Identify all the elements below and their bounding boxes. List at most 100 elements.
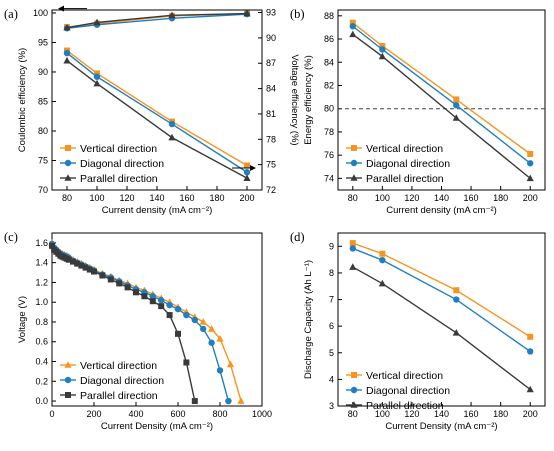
data-point [158, 303, 165, 310]
data-point [168, 11, 176, 19]
data-point [349, 263, 357, 270]
data-point [379, 256, 386, 264]
y-tick-label: 74 [324, 173, 334, 183]
y-tick-label: 84 [324, 57, 334, 67]
x-tick-label: 180 [493, 409, 508, 419]
data-point [141, 293, 148, 300]
legend-item-vertical: Vertical direction [346, 143, 443, 155]
y-tick-label: 8 [329, 268, 334, 278]
data-point [74, 260, 81, 267]
x-tick-label: 400 [128, 409, 143, 419]
series-parallel [349, 263, 534, 393]
x-tick-label: 200 [86, 409, 101, 419]
chart-panel-b: (b) 80 100 120 140 160 180 200 74 76 78 80 82 84 86 88 C… [290, 7, 546, 216]
y-tick-label: 86 [324, 34, 334, 44]
x-tick-label: 160 [464, 193, 479, 203]
y-right-tick-label: 72 [266, 185, 276, 195]
data-point [133, 289, 139, 296]
y-right-tick-label: 93 [266, 8, 276, 18]
legend-item-vertical: Vertical direction [346, 370, 443, 382]
legend-label: Diagonal direction [366, 158, 450, 170]
x-tick-label: 100 [89, 193, 104, 203]
data-point [99, 272, 106, 279]
data-point [378, 52, 386, 60]
data-point [200, 325, 207, 333]
series-vertical [349, 19, 534, 157]
data-point [527, 333, 534, 340]
x-axis-label: Current Density (mA cm⁻²) [385, 421, 497, 432]
legend-label: Parallel direction [80, 390, 158, 402]
y-tick-label: 1.0 [35, 297, 48, 307]
x-tick-label: 0 [49, 409, 54, 419]
x-tick-label: 100 [375, 193, 390, 203]
series-line [66, 12, 248, 29]
legend-marker [350, 159, 358, 167]
data-point [191, 316, 198, 324]
y-right-axis-label: Voltage efficiency (%) [289, 54, 300, 145]
legend-item-parallel: Parallel direction [60, 390, 158, 402]
data-point [244, 162, 250, 169]
data-point [116, 280, 123, 287]
data-point [93, 18, 101, 26]
data-point [93, 79, 101, 87]
chart-panel-c: (c) 0 200 400 600 800 1000 0.0 0.2 0.4 0.6 0.8 1.0 1.… [4, 230, 272, 432]
legend-marker [64, 174, 72, 181]
panel-label: (d) [290, 230, 305, 244]
data-point [158, 297, 165, 304]
legend-marker [64, 376, 72, 384]
y-tick-label: 70 [38, 185, 48, 195]
series-line [66, 50, 248, 167]
y-axis-label: Coulombic efficiency (%) [17, 48, 28, 152]
legend-item-vertical: Vertical direction [60, 360, 157, 372]
data-point [86, 266, 93, 273]
y-right-tick-label: 78 [266, 134, 276, 144]
data-point [191, 398, 198, 405]
data-point [349, 30, 357, 38]
legend-marker [351, 145, 357, 151]
legend-marker [350, 174, 358, 181]
y-tick-label: 4 [329, 374, 334, 384]
data-point [527, 160, 534, 167]
data-point [168, 120, 176, 128]
data-point [63, 56, 71, 64]
y-right-tick-label: 75 [266, 160, 276, 170]
y-tick-label: 80 [38, 126, 48, 136]
data-point [107, 276, 114, 283]
y-tick-label: 3 [329, 401, 334, 411]
data-point [349, 19, 356, 26]
data-point [124, 284, 131, 291]
series-line [352, 25, 531, 164]
x-tick-label: 120 [404, 409, 419, 419]
legend-item-diagonal: Diagonal direction [346, 385, 450, 397]
data-point [208, 339, 215, 346]
legend-label: Parallel direction [366, 400, 444, 412]
y-right-tick-label: 84 [266, 84, 276, 94]
legend-label: Vertical direction [366, 370, 443, 382]
x-tick-label: 80 [348, 409, 358, 419]
data-point [49, 242, 55, 249]
data-point [527, 348, 534, 355]
legend-item-diagonal: Diagonal direction [346, 158, 450, 170]
data-point [452, 114, 460, 121]
x-tick-label: 200 [239, 193, 254, 203]
series-line [352, 33, 531, 179]
data-point [379, 43, 386, 49]
data-point [78, 262, 85, 269]
legend-marker [65, 392, 71, 398]
data-point [183, 359, 190, 366]
y-tick-label: 0.0 [35, 396, 48, 406]
data-point [166, 301, 173, 309]
y-tick-label: 88 [324, 11, 334, 21]
legend-marker [350, 386, 358, 394]
y-tick-label: 100 [33, 8, 48, 18]
x-tick-label: 140 [434, 409, 449, 419]
x-tick-label: 1000 [252, 409, 272, 419]
x-tick-label: 180 [493, 193, 508, 203]
y-tick-label: 85 [38, 96, 48, 106]
series-vertical [349, 240, 534, 340]
legend-label: Diagonal direction [80, 375, 164, 387]
data-point [243, 9, 251, 17]
series-diagonal-right [63, 49, 251, 176]
data-point [453, 296, 460, 303]
x-tick-label: 160 [179, 193, 194, 203]
